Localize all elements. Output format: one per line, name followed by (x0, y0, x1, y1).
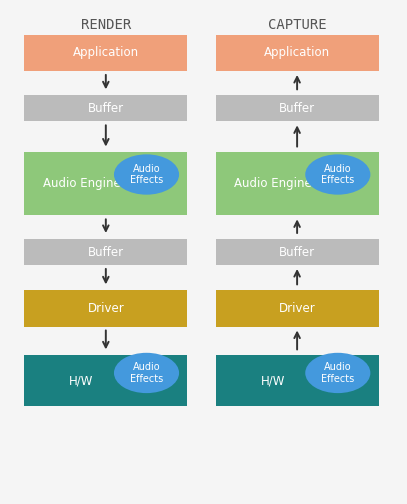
Text: Audio
Effects: Audio Effects (321, 362, 354, 384)
Text: Audio
Effects: Audio Effects (321, 164, 354, 185)
Bar (24, 95, 187, 121)
Text: Audio
Effects: Audio Effects (130, 164, 163, 185)
Text: CAPTURE: CAPTURE (268, 18, 326, 32)
Text: Application: Application (73, 46, 139, 59)
Text: Buffer: Buffer (88, 102, 124, 115)
Text: Audio Engine: Audio Engine (234, 177, 312, 191)
Text: Driver: Driver (279, 302, 315, 315)
Text: Buffer: Buffer (88, 245, 124, 259)
Bar (24, 152, 187, 216)
Bar (216, 35, 379, 71)
Bar (24, 239, 187, 265)
Ellipse shape (114, 154, 179, 195)
Text: RENDER: RENDER (81, 18, 131, 32)
Ellipse shape (305, 154, 370, 195)
Bar (216, 239, 379, 265)
Bar (24, 290, 187, 327)
Text: Audio
Effects: Audio Effects (130, 362, 163, 384)
Bar (24, 35, 187, 71)
Bar (216, 355, 379, 406)
Ellipse shape (305, 353, 370, 393)
Bar (24, 355, 187, 406)
Bar (216, 290, 379, 327)
Text: Audio Engine: Audio Engine (42, 177, 120, 191)
Text: H/W: H/W (69, 374, 94, 387)
Bar (216, 152, 379, 216)
Bar (216, 95, 379, 121)
Text: Buffer: Buffer (279, 245, 315, 259)
Text: Buffer: Buffer (279, 102, 315, 115)
Text: Application: Application (264, 46, 330, 59)
Text: H/W: H/W (260, 374, 285, 387)
Text: Driver: Driver (88, 302, 124, 315)
Ellipse shape (114, 353, 179, 393)
